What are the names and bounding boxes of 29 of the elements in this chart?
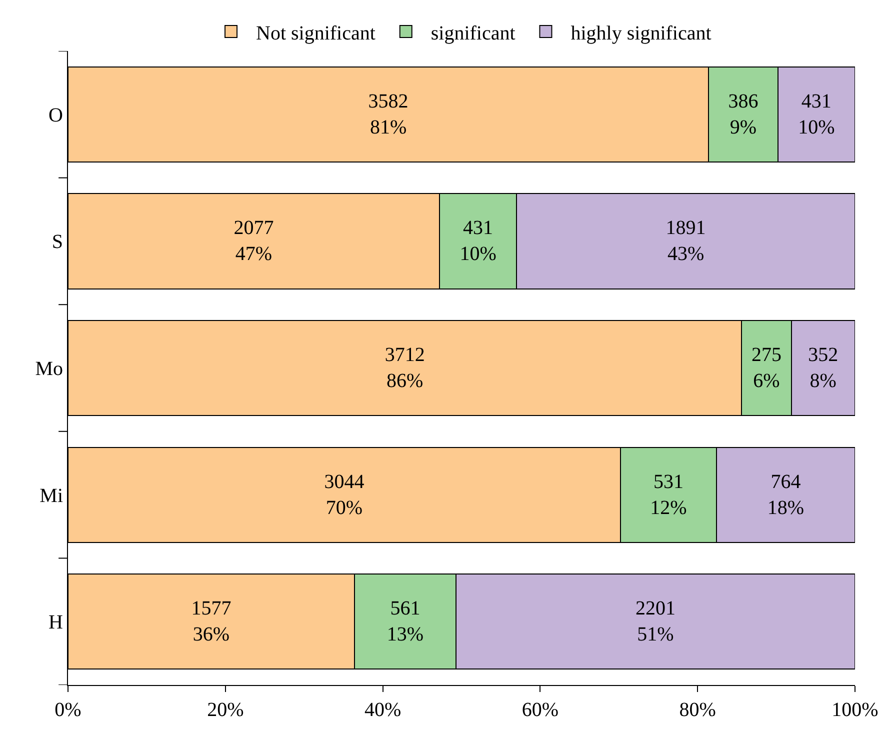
legend-label: Not significant [256,22,376,44]
y-tick-label: H [48,612,63,634]
legend-label: significant [430,22,516,44]
data-label: 1891 43% [666,217,706,266]
data-label: 386 9% [728,90,758,138]
y-tick-label: Mo [35,358,63,380]
data-label: 431 10% [798,90,835,138]
data-label: 1577 36% [191,598,232,646]
data-label: 275 6% [751,344,782,392]
data-label: 3582 81% [368,90,408,138]
y-tick-label: Mi [40,484,64,507]
data-label: 3044 70% [324,470,364,519]
x-tick-label: 80% [679,699,716,721]
data-label: 764 18% [767,470,804,519]
y-tick-label: O [48,104,63,126]
data-label: 2077 47% [234,217,274,266]
data-label: 431 10% [460,217,496,266]
y-tick-label: S [52,231,63,254]
x-tick-label: 60% [522,699,559,721]
data-label: 3712 86% [384,344,425,392]
data-label: 531 12% [650,470,687,519]
data-label: 352 8% [808,344,838,392]
data-label: 2201 51% [635,598,676,646]
x-tick-label: 20% [207,699,244,721]
x-tick-label: 40% [364,699,402,721]
legend-label: highly significant [570,22,712,44]
x-tick-label: 100% [832,699,878,721]
x-tick-label: 0% [54,699,82,721]
data-label: 561 13% [386,598,424,646]
